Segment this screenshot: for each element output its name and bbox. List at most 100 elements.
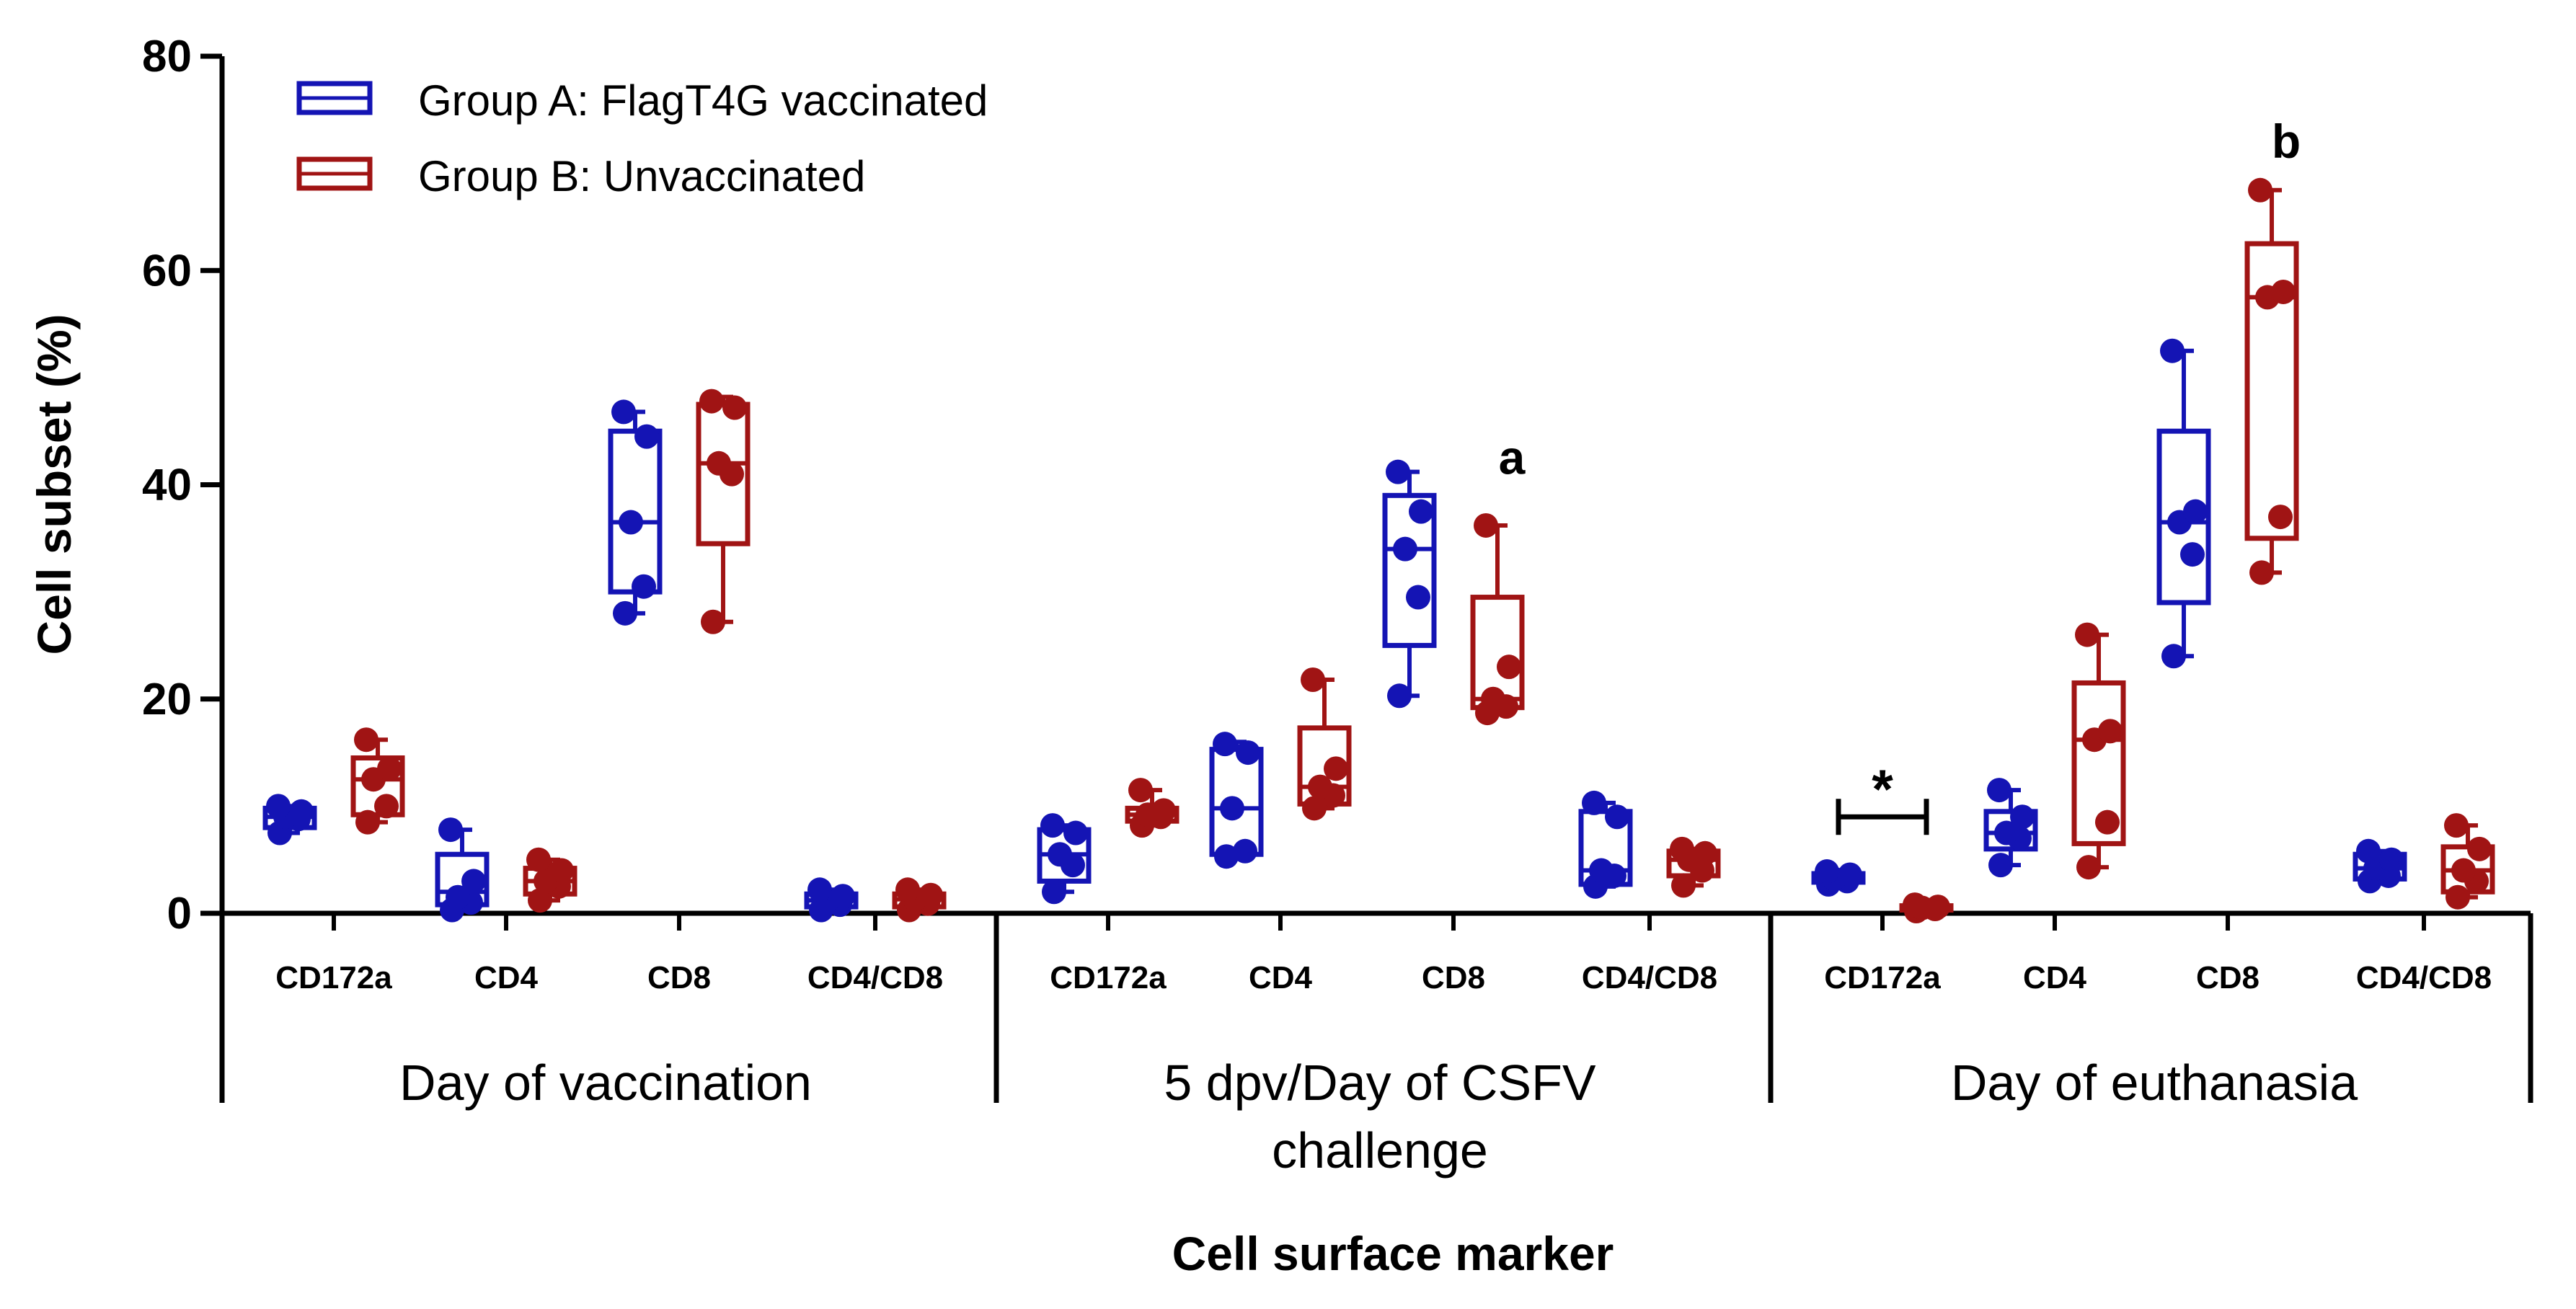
data-point [1589, 858, 1614, 883]
data-point [461, 869, 486, 894]
data-point [1236, 740, 1260, 766]
data-point [1994, 820, 2019, 846]
data-point [2467, 836, 2492, 861]
category-label: CD8 [647, 960, 711, 995]
data-point [1048, 842, 1072, 867]
data-point [446, 884, 470, 910]
data-point [1670, 836, 1694, 861]
annotation-letter: b [2272, 115, 2301, 168]
timepoint-label: 5 dpv/Day of CSFV [1164, 1055, 1595, 1111]
data-point [895, 877, 920, 902]
data-point [1481, 686, 1505, 711]
data-point [2010, 804, 2035, 830]
data-point [1042, 879, 1066, 905]
axes-layer [200, 53, 2533, 1103]
data-point [699, 389, 724, 414]
category-label: CD4 [1249, 960, 1313, 995]
data-point [1151, 798, 1176, 823]
data-point [1387, 683, 1412, 709]
data-point [1393, 536, 1417, 562]
y-tick-label: 0 [167, 889, 192, 939]
data-point [2356, 838, 2381, 864]
data-point [549, 858, 574, 883]
data-point [354, 727, 379, 753]
data-point [1406, 585, 1430, 610]
category-label: CD8 [2196, 960, 2259, 995]
data-point [1605, 804, 1629, 830]
legend-entry: Group A: FlagT4G vaccinated [296, 76, 988, 125]
data-point [1671, 873, 1696, 898]
category-label: CD172a [1050, 960, 1167, 995]
data-point [632, 574, 656, 599]
data-point [619, 510, 643, 535]
data-point [1213, 732, 1237, 757]
y-tick-label: 80 [142, 32, 192, 81]
labels-layer: 0 20 40 60 80 CD172a CD4 CD8 CD4/CD8 Day of vacci… [27, 32, 2492, 1280]
data-point [2248, 177, 2272, 203]
data-point [613, 600, 637, 626]
data-point [2076, 855, 2101, 880]
data-point [807, 877, 832, 902]
data-point [2249, 560, 2274, 585]
data-point [374, 794, 399, 819]
data-point [2379, 847, 2404, 872]
x-axis-title: Cell surface marker [1172, 1227, 1614, 1280]
category-label: CD172a [275, 960, 392, 995]
y-tick-label: 20 [142, 675, 192, 724]
data-point [1926, 895, 1950, 920]
data-point [1220, 796, 1244, 821]
y-axis-title: Cell subset (%) [27, 314, 81, 654]
y-tick-label: 60 [142, 246, 192, 296]
data-point [1040, 813, 1065, 838]
data-point [701, 609, 725, 634]
data-point [438, 817, 463, 843]
data-point [1582, 790, 1606, 815]
data-point [2183, 499, 2208, 524]
data-point [1324, 756, 1348, 781]
data-point [1063, 820, 1088, 846]
timepoint-label: Day of euthanasia [1951, 1055, 2358, 1111]
data-point [1233, 838, 1257, 864]
data-point [1987, 778, 2011, 803]
data-point [355, 809, 380, 835]
data-point [722, 395, 747, 420]
data-point [526, 847, 551, 872]
data-point [1128, 778, 1153, 803]
data-point [377, 756, 402, 781]
data-point [2444, 813, 2469, 838]
category-label: CD172a [1824, 960, 1941, 995]
data-point [2180, 542, 2205, 567]
category-label: CD4/CD8 [807, 960, 943, 995]
data-point [1386, 459, 1410, 484]
data-point [1815, 859, 1839, 884]
data-point [2160, 338, 2185, 363]
data-point [611, 399, 636, 425]
legend-entry: Group B: Unvaccinated [296, 152, 865, 200]
box-group-b [1470, 523, 1525, 716]
data-point [1474, 512, 1498, 538]
data-point [919, 882, 943, 908]
legend-label: Group A: FlagT4G vaccinated [418, 76, 988, 125]
data-point [1308, 774, 1332, 799]
data-point [1214, 844, 1239, 869]
data-point [1988, 853, 2013, 878]
data-point [1838, 862, 1862, 887]
box-iqr [608, 428, 663, 595]
data-point [1497, 654, 1521, 680]
data-point [707, 451, 731, 476]
category-label: CD4 [2023, 960, 2087, 995]
data-point [2095, 809, 2120, 835]
data-point [528, 888, 552, 913]
category-label: CD8 [1422, 960, 1485, 995]
data-point [634, 424, 659, 449]
category-label: CD4/CD8 [1582, 960, 1717, 995]
data-point [2268, 505, 2293, 530]
data-point [2161, 644, 2186, 669]
data-point [2446, 884, 2470, 910]
data-point [1301, 667, 1325, 692]
data-point [1693, 840, 1717, 866]
data-point [2075, 622, 2099, 647]
data-point [1302, 796, 1327, 821]
timepoint-label: challenge [1272, 1122, 1488, 1179]
